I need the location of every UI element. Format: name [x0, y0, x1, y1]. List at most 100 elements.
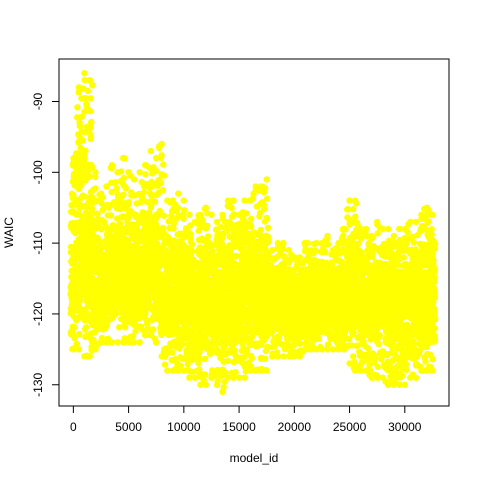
data-point: [260, 205, 268, 213]
data-point: [69, 327, 76, 334]
data-point: [191, 374, 199, 381]
data-point: [140, 290, 148, 298]
data-point: [119, 154, 127, 162]
data-point: [195, 247, 202, 254]
data-point: [274, 353, 281, 360]
data-point: [73, 274, 81, 281]
data-point: [164, 367, 171, 374]
data-point: [118, 168, 125, 175]
data-point: [217, 240, 225, 248]
data-point: [255, 230, 262, 238]
data-point: [263, 367, 270, 374]
data-point: [261, 218, 269, 225]
data-point: [161, 361, 169, 368]
data-point: [256, 213, 263, 220]
data-point: [153, 167, 160, 175]
data-point: [150, 219, 157, 226]
data-point: [289, 269, 296, 276]
data-point: [88, 205, 95, 212]
data-point: [263, 176, 270, 183]
data-point: [77, 144, 84, 152]
data-point: [101, 318, 109, 325]
data-point: [269, 344, 276, 351]
data-point: [86, 277, 93, 285]
data-point: [82, 94, 89, 102]
data-point: [79, 192, 87, 199]
data-point: [201, 371, 209, 378]
data-point: [100, 264, 108, 271]
data-point: [162, 353, 169, 360]
data-point: [130, 339, 138, 346]
data-point: [156, 305, 163, 312]
data-point: [86, 216, 93, 223]
data-point: [95, 304, 103, 312]
data-point: [84, 87, 92, 95]
data-point: [230, 374, 237, 381]
data-point: [186, 374, 193, 381]
data-point: [288, 331, 295, 339]
data-point: [151, 198, 159, 205]
data-point: [200, 237, 207, 244]
data-point: [81, 70, 88, 77]
data-point: [261, 355, 269, 362]
data-point: [136, 169, 143, 176]
data-point: [216, 319, 224, 327]
data-point: [238, 267, 246, 275]
data-point: [80, 306, 87, 313]
data-point: [296, 254, 303, 261]
data-point: [280, 353, 287, 360]
data-point: [72, 285, 80, 292]
data-point: [233, 252, 240, 260]
data-point: [97, 190, 105, 197]
data-point: [279, 246, 286, 253]
data-point: [235, 374, 243, 381]
data-point: [82, 324, 90, 331]
data-point: [107, 212, 115, 219]
data-point: [73, 198, 80, 206]
data-point: [239, 299, 246, 306]
data-point: [228, 213, 236, 220]
data-point: [169, 349, 176, 356]
data-point: [285, 247, 292, 254]
data-point: [277, 340, 285, 348]
data-point: [82, 241, 89, 249]
data-point: [117, 206, 124, 213]
data-point: [119, 339, 127, 346]
data-point: [202, 204, 210, 211]
data-point: [106, 234, 113, 241]
data-point: [136, 339, 143, 346]
data-point: [96, 197, 103, 204]
data-point: [68, 220, 75, 227]
data-point: [140, 189, 148, 196]
data-point: [262, 245, 269, 253]
data-point: [158, 171, 165, 178]
data-point: [114, 339, 121, 346]
data-point: [272, 321, 280, 328]
data-point: [166, 254, 174, 261]
data-point: [106, 272, 113, 279]
data-point: [262, 347, 270, 355]
data-point: [200, 272, 208, 279]
data-point: [213, 218, 221, 226]
data-point: [232, 369, 239, 376]
data-point: [118, 179, 126, 186]
data-point: [88, 194, 96, 201]
data-point: [219, 211, 226, 218]
data-point: [119, 213, 127, 220]
data-point: [264, 224, 272, 231]
data-point: [119, 266, 126, 274]
data-point: [248, 215, 255, 222]
data-point: [145, 305, 152, 312]
data-point: [88, 118, 95, 126]
data-point: [169, 197, 176, 204]
data-point: [129, 261, 136, 268]
data-point: [122, 185, 130, 192]
data-point: [190, 256, 197, 263]
data-point: [86, 77, 94, 84]
data-point: [238, 318, 246, 326]
data-point: [79, 226, 86, 234]
data-point: [213, 381, 221, 388]
data-point: [92, 346, 99, 353]
data-point: [70, 346, 77, 353]
data-point: [250, 328, 257, 335]
